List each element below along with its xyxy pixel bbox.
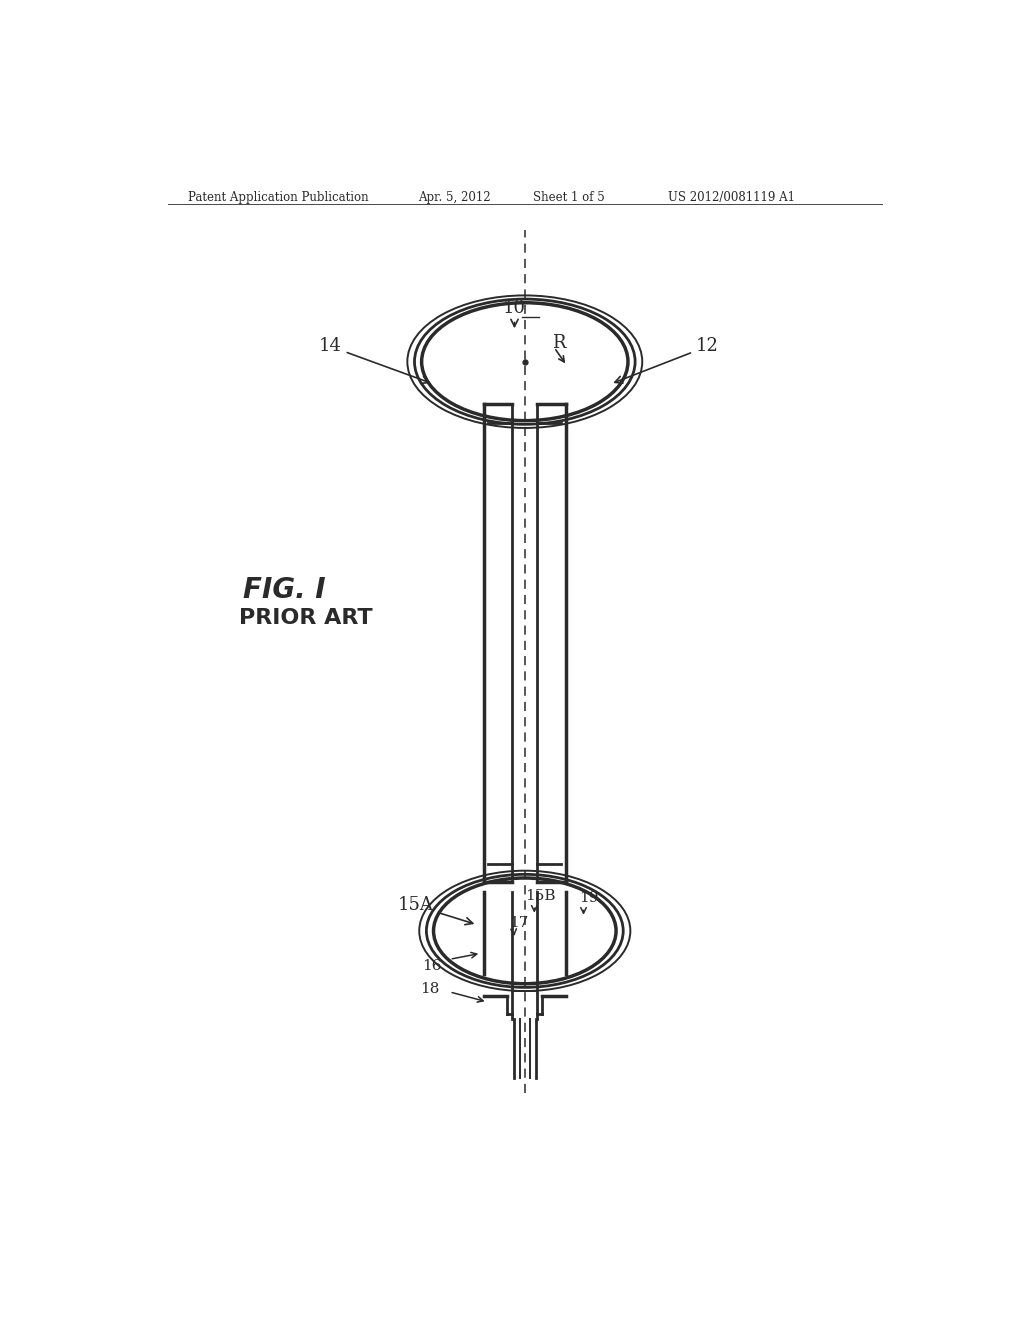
Text: 15A: 15A [397,896,473,925]
Text: Sheet 1 of 5: Sheet 1 of 5 [532,191,604,203]
Text: Patent Application Publication: Patent Application Publication [187,191,369,203]
Text: PRIOR ART: PRIOR ART [240,607,373,628]
Text: Apr. 5, 2012: Apr. 5, 2012 [418,191,490,203]
Text: 10: 10 [503,298,526,326]
Text: 12: 12 [614,338,719,383]
Text: US 2012/0081119 A1: US 2012/0081119 A1 [668,191,795,203]
Text: R: R [552,334,565,352]
Text: 15B: 15B [524,890,555,903]
Text: 16: 16 [422,960,441,973]
Text: 19: 19 [579,891,598,906]
Text: 17: 17 [509,916,528,929]
Text: 14: 14 [318,338,429,383]
Text: 18: 18 [420,982,439,995]
Text: FIG. I: FIG. I [243,577,326,605]
